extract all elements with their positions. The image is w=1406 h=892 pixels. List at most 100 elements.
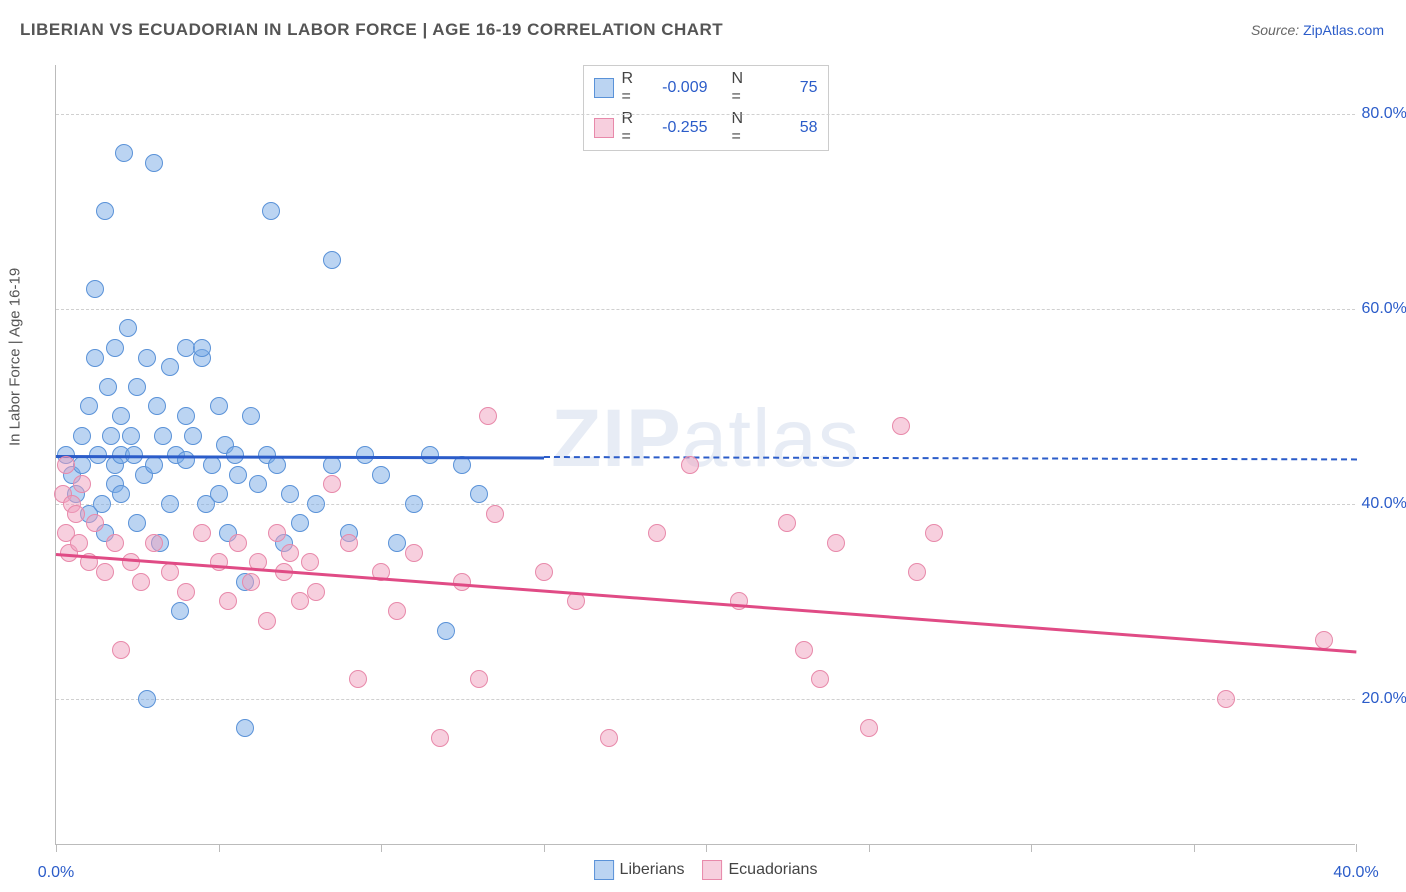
data-point: [421, 446, 439, 464]
data-point: [437, 622, 455, 640]
y-axis-title: In Labor Force | Age 16-19: [7, 268, 24, 446]
legend-item: Liberians: [594, 860, 685, 880]
gridline: [56, 699, 1355, 700]
x-tick-label: 0.0%: [38, 864, 74, 882]
data-point: [145, 154, 163, 172]
data-point: [1315, 631, 1333, 649]
data-point: [86, 349, 104, 367]
data-point: [307, 495, 325, 513]
data-point: [242, 573, 260, 591]
chart-title: LIBERIAN VS ECUADORIAN IN LABOR FORCE | …: [20, 20, 723, 40]
data-point: [96, 202, 114, 220]
data-point: [219, 592, 237, 610]
data-point: [80, 397, 98, 415]
legend-series-label: Ecuadorians: [728, 861, 817, 879]
data-point: [470, 670, 488, 688]
data-point: [323, 475, 341, 493]
data-point: [229, 466, 247, 484]
y-tick-label: 60.0%: [1362, 300, 1406, 318]
data-point: [145, 456, 163, 474]
legend-row: R = -0.009N = 75: [590, 68, 822, 108]
data-point: [340, 534, 358, 552]
data-point: [925, 524, 943, 542]
data-point: [177, 583, 195, 601]
x-tick: [869, 844, 870, 852]
data-point: [892, 417, 910, 435]
y-tick-label: 80.0%: [1362, 105, 1406, 123]
data-point: [193, 524, 211, 542]
trendline: [56, 553, 1356, 653]
data-point: [70, 534, 88, 552]
legend-N-value: 75: [762, 79, 818, 97]
legend-item: Ecuadorians: [702, 860, 817, 880]
source-label: Source:: [1251, 22, 1303, 38]
x-tick: [381, 844, 382, 852]
gridline: [56, 504, 1355, 505]
y-tick-label: 40.0%: [1362, 495, 1406, 513]
correlation-legend: R = -0.009N = 75R = -0.255 N = 58: [583, 65, 829, 151]
data-point: [184, 427, 202, 445]
data-point: [106, 339, 124, 357]
data-point: [171, 602, 189, 620]
series-legend: Liberians Ecuadorians: [594, 860, 818, 880]
legend-series-label: Liberians: [620, 861, 685, 879]
data-point: [96, 563, 114, 581]
data-point: [431, 729, 449, 747]
x-tick: [1194, 844, 1195, 852]
data-point: [67, 505, 85, 523]
data-point: [291, 514, 309, 532]
legend-N-label: N =: [732, 110, 754, 146]
data-point: [115, 144, 133, 162]
data-point: [210, 485, 228, 503]
legend-R-label: R =: [622, 110, 644, 146]
legend-N-label: N =: [732, 70, 754, 106]
data-point: [470, 485, 488, 503]
legend-N-value: 58: [762, 119, 818, 137]
data-point: [323, 251, 341, 269]
data-point: [93, 495, 111, 513]
data-point: [86, 514, 104, 532]
data-point: [307, 583, 325, 601]
data-point: [229, 534, 247, 552]
x-tick-label: 40.0%: [1333, 864, 1378, 882]
data-point: [128, 378, 146, 396]
gridline: [56, 309, 1355, 310]
legend-swatch: [702, 860, 722, 880]
data-point: [486, 505, 504, 523]
data-point: [281, 485, 299, 503]
data-point: [210, 397, 228, 415]
data-point: [236, 719, 254, 737]
data-point: [827, 534, 845, 552]
x-tick: [544, 844, 545, 852]
data-point: [405, 544, 423, 562]
data-point: [119, 319, 137, 337]
data-point: [161, 358, 179, 376]
data-point: [291, 592, 309, 610]
legend-R-value: -0.255: [652, 119, 708, 137]
data-point: [177, 451, 195, 469]
data-point: [811, 670, 829, 688]
legend-R-label: R =: [622, 70, 644, 106]
data-point: [388, 534, 406, 552]
data-point: [281, 544, 299, 562]
data-point: [73, 427, 91, 445]
data-point: [112, 485, 130, 503]
data-point: [99, 378, 117, 396]
data-point: [102, 427, 120, 445]
data-point: [535, 563, 553, 581]
watermark: ZIPatlas: [551, 392, 860, 486]
data-point: [145, 534, 163, 552]
data-point: [106, 534, 124, 552]
data-point: [1217, 690, 1235, 708]
x-tick: [1356, 844, 1357, 852]
data-point: [138, 690, 156, 708]
data-point: [242, 407, 260, 425]
data-point: [372, 466, 390, 484]
data-point: [258, 612, 276, 630]
data-point: [405, 495, 423, 513]
data-point: [148, 397, 166, 415]
x-tick: [1031, 844, 1032, 852]
data-point: [648, 524, 666, 542]
data-point: [795, 641, 813, 659]
source-link[interactable]: ZipAtlas.com: [1303, 22, 1384, 38]
